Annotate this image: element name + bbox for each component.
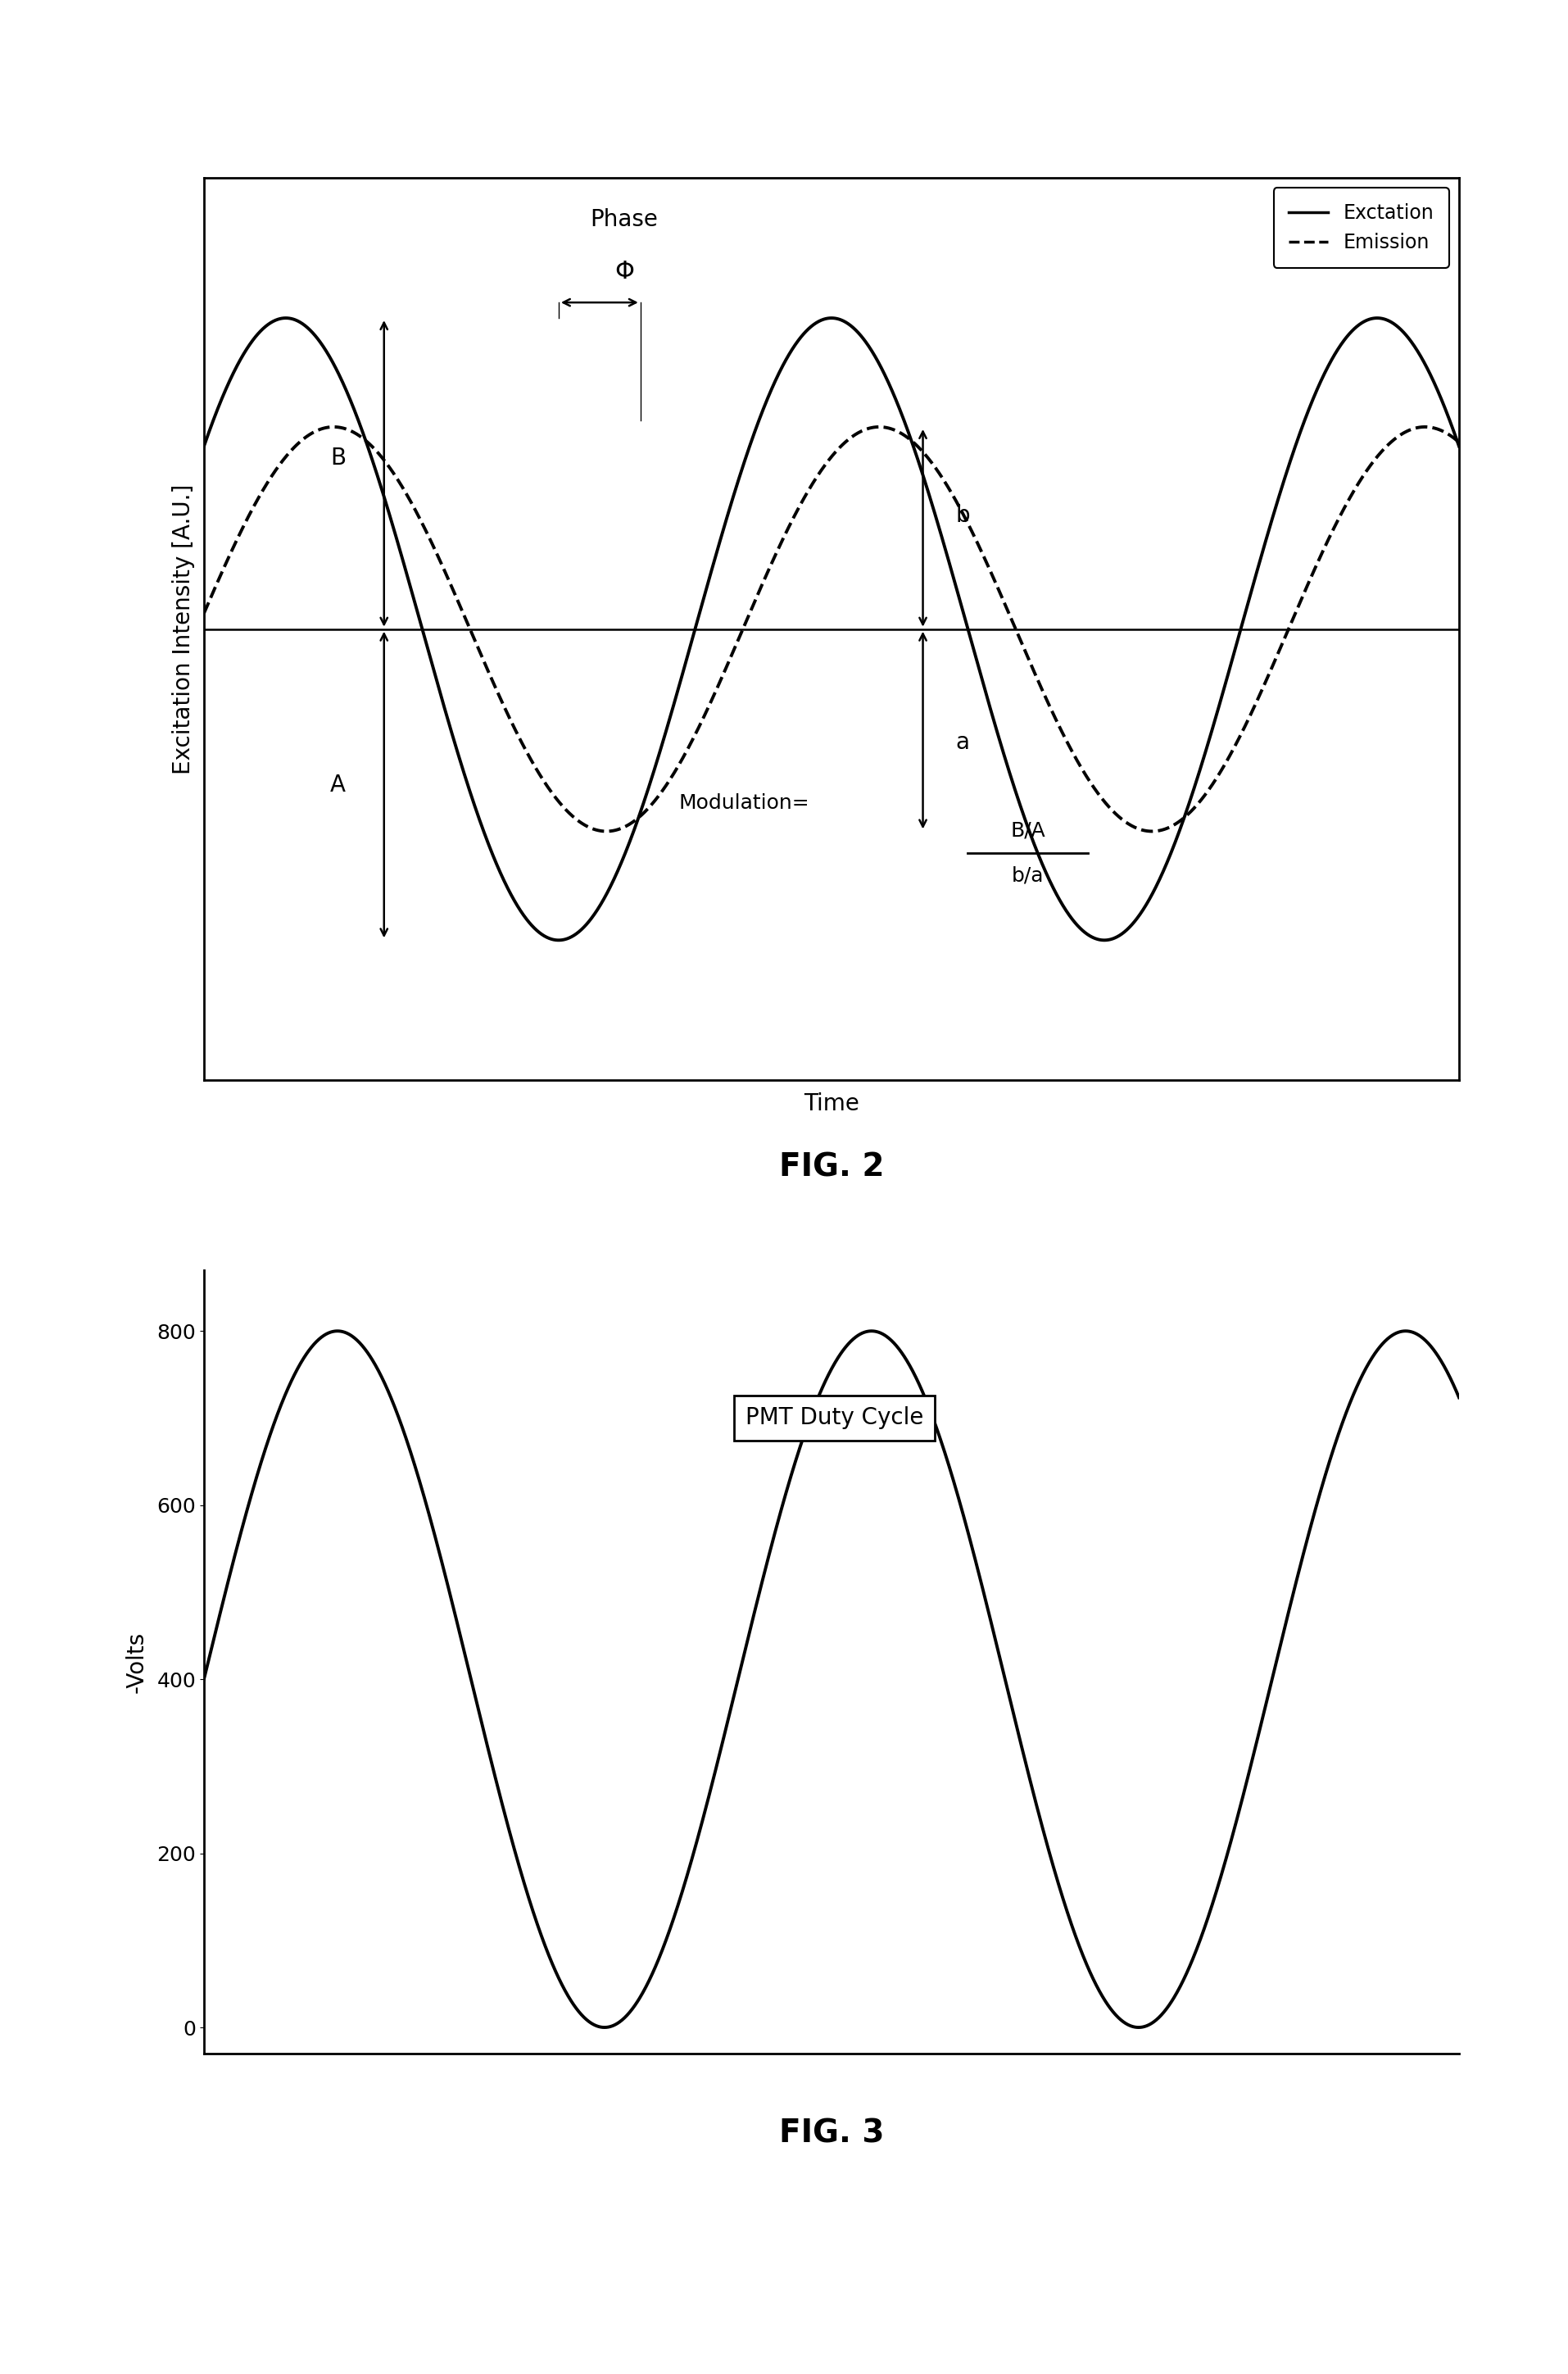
Emission — [1413, 413, 1432, 442]
Text: FIG. 3: FIG. 3 — [778, 2118, 884, 2148]
Text: PMT Duty Cycle: PMT Duty Cycle — [745, 1408, 922, 1429]
Emission — [259, 468, 278, 496]
Emission — [597, 817, 616, 845]
Emission — [804, 465, 823, 494]
Text: a: a — [955, 731, 969, 755]
Exctation — [1184, 776, 1203, 805]
Text: b: b — [955, 503, 969, 527]
Text: Φ: Φ — [615, 259, 633, 283]
Exctation — [1414, 347, 1433, 375]
Y-axis label: Excitation Intensity [A.U.]: Excitation Intensity [A.U.] — [172, 484, 194, 774]
Exctation — [1413, 347, 1432, 375]
Exctation — [806, 309, 825, 337]
Emission — [1414, 413, 1433, 442]
Text: b/a: b/a — [1011, 867, 1044, 886]
Text: B/A: B/A — [1010, 821, 1044, 840]
Text: Modulation=: Modulation= — [679, 793, 809, 812]
Exctation — [549, 926, 568, 954]
Emission — [1449, 427, 1468, 456]
Emission — [194, 598, 213, 627]
Exctation — [276, 304, 295, 332]
Exctation — [194, 432, 213, 461]
Emission — [1182, 795, 1201, 824]
Text: Phase: Phase — [590, 209, 657, 230]
Text: Time: Time — [803, 1092, 859, 1116]
Line: Emission: Emission — [204, 427, 1458, 831]
Exctation — [773, 354, 792, 382]
Text: FIG. 2: FIG. 2 — [778, 1151, 884, 1182]
Text: B: B — [329, 446, 345, 470]
Text: A: A — [331, 774, 345, 795]
Exctation — [259, 311, 278, 339]
Line: Exctation: Exctation — [204, 318, 1458, 940]
Emission — [771, 527, 790, 556]
Emission — [1413, 413, 1432, 442]
Exctation — [1449, 432, 1468, 461]
Y-axis label: -Volts: -Volts — [125, 1631, 147, 1693]
Legend: Exctation, Emission: Exctation, Emission — [1273, 188, 1449, 268]
